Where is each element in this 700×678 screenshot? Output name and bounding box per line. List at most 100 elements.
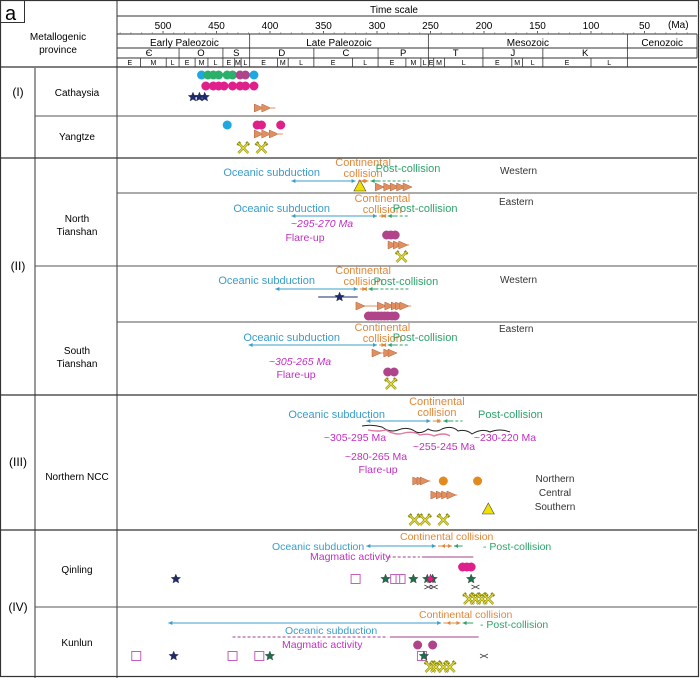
arrow-head: [366, 544, 371, 548]
epoch-label: M: [150, 60, 156, 67]
subregion-label: Western: [500, 166, 537, 177]
arrow-head: [440, 544, 445, 548]
star-marker: [168, 650, 179, 661]
star-marker: [408, 573, 419, 584]
circle-marker: [197, 70, 207, 80]
arrow-head: [362, 287, 367, 291]
arrow-marker: [371, 348, 382, 358]
epoch-label: E: [390, 60, 395, 67]
group-label-1: (I): [12, 85, 23, 99]
continental-collision-label: Continental: [355, 322, 411, 334]
province-name: Tianshan: [57, 359, 98, 370]
arrow-head: [454, 544, 459, 548]
post-collision-label: Post-collision: [373, 276, 438, 288]
flare-up-label: Flare-up: [285, 232, 324, 244]
circle-marker: [390, 311, 400, 321]
arrow-head: [353, 287, 358, 291]
era-label: Cenozoic: [641, 38, 683, 49]
circle-marker: [473, 476, 483, 486]
epoch-label: L: [363, 60, 367, 67]
epoch-label: M: [514, 60, 520, 67]
magmatic-trend-line: [367, 429, 451, 437]
zone-label: Central: [539, 488, 571, 499]
arrow-head: [368, 287, 373, 291]
epoch-label: M: [199, 60, 205, 67]
mine-icon-fill: [256, 142, 267, 154]
era-label: Early Paleozoic: [150, 38, 219, 49]
arrow-head: [370, 179, 375, 183]
arrow-marker: [399, 301, 410, 311]
time-axis-ticks: 500 450 400 350 300 250 200 150 100 50: [119, 21, 688, 34]
tick-label: 250: [422, 21, 439, 32]
circle-marker: [249, 81, 259, 91]
epoch-label: E: [495, 60, 500, 67]
tick-label: 400: [262, 21, 279, 32]
continental-collision-label: Continental: [355, 193, 411, 205]
epoch-label: L: [243, 60, 247, 67]
oceanic-subduction-label: Oceanic subduction: [218, 275, 315, 287]
province-name: Cathaysia: [55, 88, 100, 99]
province-name: Tianshan: [57, 227, 98, 238]
circle-marker: [240, 81, 250, 91]
epoch-label: L: [462, 60, 466, 67]
province-name: North: [65, 214, 89, 225]
province-name: Qinling: [61, 565, 92, 576]
epoch-label: E: [185, 60, 190, 67]
mine-icon-fill: [482, 593, 494, 605]
arrow-marker: [441, 490, 452, 500]
arrow-head: [381, 214, 386, 218]
mine-icon-fill: [419, 514, 431, 526]
circle-marker: [428, 640, 438, 650]
circle-marker: [413, 640, 423, 650]
arrow-head: [447, 544, 452, 548]
subregion-label: Eastern: [499, 197, 533, 208]
flare-age-label: ~280-265 Ma: [345, 451, 407, 463]
continental-collision-label: collision: [344, 276, 383, 288]
star-marker: [418, 650, 430, 661]
arrow-marker: [355, 301, 366, 311]
epoch-label: E: [226, 60, 231, 67]
arrow-head: [291, 214, 296, 218]
arrow-marker: [389, 182, 400, 192]
tick-label: 50: [639, 21, 651, 32]
arrow-marker: [430, 490, 441, 500]
continental-collision-label: Continental: [335, 265, 391, 277]
mine-icon-fill: [396, 251, 408, 263]
continental-collision-label: Continental: [335, 157, 391, 169]
star-marker: [466, 573, 477, 584]
arrow-head: [456, 621, 461, 625]
row-header-line1: Metallogenic: [30, 32, 86, 43]
triangle-marker: [481, 502, 495, 515]
epoch-label: E: [429, 60, 434, 67]
triangle-marker: [353, 179, 367, 192]
star-marker: [425, 573, 436, 584]
arrow-head: [248, 343, 253, 347]
flare-up-age-label: ~295-270 Ma: [291, 218, 353, 230]
circle-marker: [222, 120, 232, 130]
arrow-head: [360, 179, 365, 183]
circle-marker: [240, 70, 250, 80]
star-marker: [264, 650, 275, 661]
circle-marker: [214, 70, 224, 80]
circle-marker: [228, 81, 238, 91]
circle-marker: [389, 367, 399, 377]
epoch-label: M: [436, 60, 442, 67]
continental-collision-label: collision: [344, 168, 383, 180]
arrow-head: [366, 419, 371, 423]
flare-up-label: Flare-up: [276, 369, 315, 381]
cross-marker: [429, 584, 438, 590]
tick-label: 200: [476, 21, 493, 32]
square-marker: [227, 651, 238, 661]
flare-up-label: Flare-up: [358, 464, 397, 476]
arrow-head: [168, 621, 173, 625]
arrow-head: [275, 287, 280, 291]
star-marker: [380, 573, 391, 584]
magmatic-activity-label: Magmatic activity: [310, 551, 391, 563]
arrow-marker: [374, 182, 385, 192]
arrow-marker: [398, 240, 409, 250]
epoch-label: M: [235, 60, 241, 67]
arrow-marker: [387, 348, 398, 358]
